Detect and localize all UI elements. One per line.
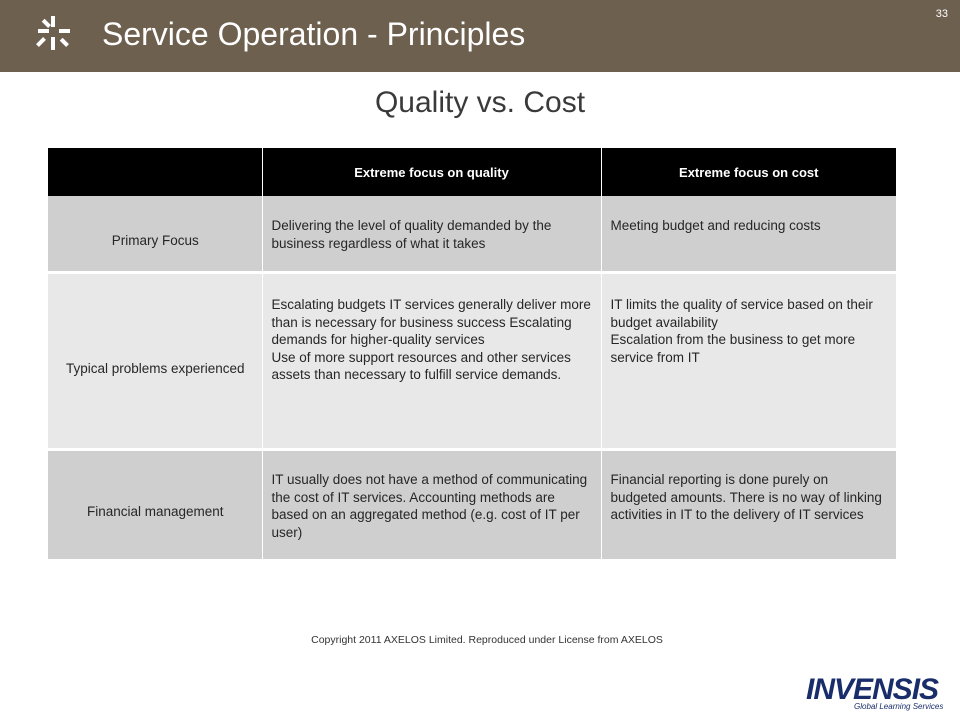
cell-text: Delivering the level of quality demanded… xyxy=(271,218,552,251)
slide-header: Service Operation - Principles 33 xyxy=(0,0,960,72)
row-label: Typical problems experienced xyxy=(48,271,263,450)
cell-text: Escalating budgets IT services generally… xyxy=(271,297,591,348)
quality-cell: Escalating budgets IT services generally… xyxy=(262,271,602,450)
comparison-table: Extreme focus on quality Extreme focus o… xyxy=(48,148,896,559)
starburst-icon xyxy=(36,16,70,50)
table-row: Financial management IT usually does not… xyxy=(48,448,896,559)
table-header-row: Extreme focus on quality Extreme focus o… xyxy=(48,148,896,196)
header-cell-cost: Extreme focus on cost xyxy=(601,148,896,196)
brand-logo: INVENSIS Global Learning Services xyxy=(806,673,954,713)
cost-cell: Meeting budget and reducing costs xyxy=(601,196,896,273)
page-number: 33 xyxy=(935,8,948,20)
slide-subtitle: Quality vs. Cost xyxy=(374,86,586,119)
row-label: Primary Focus xyxy=(48,196,263,273)
header-cell-quality: Extreme focus on quality xyxy=(262,148,602,196)
cell-text: Meeting budget and reducing costs xyxy=(610,218,821,233)
slide-title: Service Operation - Principles xyxy=(102,16,526,52)
cell-text: IT usually does not have a method of com… xyxy=(271,472,588,540)
table-row: Primary Focus Delivering the level of qu… xyxy=(48,196,896,273)
row-label: Financial management xyxy=(48,448,263,559)
cell-text: Financial reporting is done purely on bu… xyxy=(610,472,882,523)
table-row: Typical problems experienced Escalating … xyxy=(48,271,896,450)
quality-cell: Delivering the level of quality demanded… xyxy=(262,196,602,273)
brand-name: INVENSIS xyxy=(806,673,939,706)
cost-cell: IT limits the quality of service based o… xyxy=(601,271,896,450)
quality-cell: IT usually does not have a method of com… xyxy=(262,448,602,559)
cost-cell: Financial reporting is done purely on bu… xyxy=(601,448,896,559)
copyright-notice: Copyright 2011 AXELOS Limited. Reproduce… xyxy=(311,634,663,646)
header-cell-empty xyxy=(48,148,263,196)
brand-tagline: Global Learning Services xyxy=(854,702,944,711)
cell-text: IT limits the quality of service based o… xyxy=(610,297,873,330)
cell-text: Escalation from the business to get more… xyxy=(610,332,856,365)
cell-text: Use of more support resources and other … xyxy=(271,349,571,383)
